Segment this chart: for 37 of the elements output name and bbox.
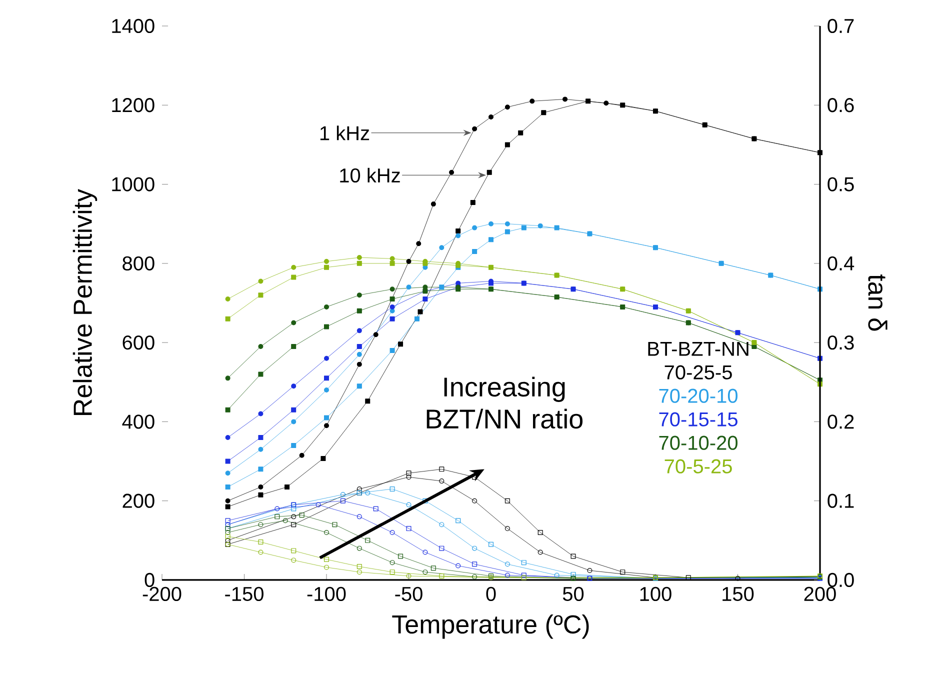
text: 70-5-25 <box>664 459 732 474</box>
y2-tick-label: 0.2 <box>828 414 854 429</box>
text: 70-25-5 <box>664 365 732 380</box>
y2-tick-label: 0.5 <box>828 177 854 192</box>
text: 70-20-10 <box>659 388 738 403</box>
y2-tick-label: 0.1 <box>828 494 854 508</box>
annotation: 10 kHz <box>340 168 400 183</box>
x-tick-label: -200 <box>142 586 182 602</box>
x-tick-label: -50 <box>395 586 422 602</box>
y-tick-label: 1400 <box>112 18 154 34</box>
x-tick-label: -100 <box>307 586 346 602</box>
y2-tick-label: 0.4 <box>828 256 854 270</box>
y2-tick-label: 0.7 <box>828 18 854 34</box>
x-tick-label: 50 <box>562 586 584 602</box>
x-tick-label: 100 <box>640 586 672 602</box>
x-tick-label: 200 <box>804 586 836 602</box>
y2-tick-label: 0.3 <box>828 335 854 350</box>
y-tick-label: 200 <box>122 494 154 508</box>
annotation: 1 kHz <box>320 126 370 140</box>
y2-axis-title: tan δ <box>868 274 888 331</box>
legend-title: BT-BZT-NN <box>648 342 748 356</box>
x-tick-label: 150 <box>722 586 754 602</box>
y-tick-label: 1000 <box>112 177 154 192</box>
y-tick-label: 600 <box>122 335 154 350</box>
y-tick-label: 400 <box>122 414 154 429</box>
text: 70-10-20 <box>659 436 738 450</box>
x-tick-label: -150 <box>225 586 264 602</box>
y-tick-label: 0 <box>144 572 154 588</box>
y2-tick-label: 0.6 <box>828 98 854 112</box>
annotation: Increasing BZT/NN ratio <box>426 376 583 429</box>
y-tick-label: 800 <box>122 256 154 270</box>
x-tick-label: 0 <box>486 586 496 602</box>
x-axis-title: Temperature (ºC) <box>392 614 589 639</box>
text: 70-15-15 <box>659 412 738 426</box>
y-axis-title: Relative Permittivity <box>72 188 98 415</box>
y-tick-label: 1200 <box>112 98 154 112</box>
y2-tick-label: 0.0 <box>828 572 854 588</box>
